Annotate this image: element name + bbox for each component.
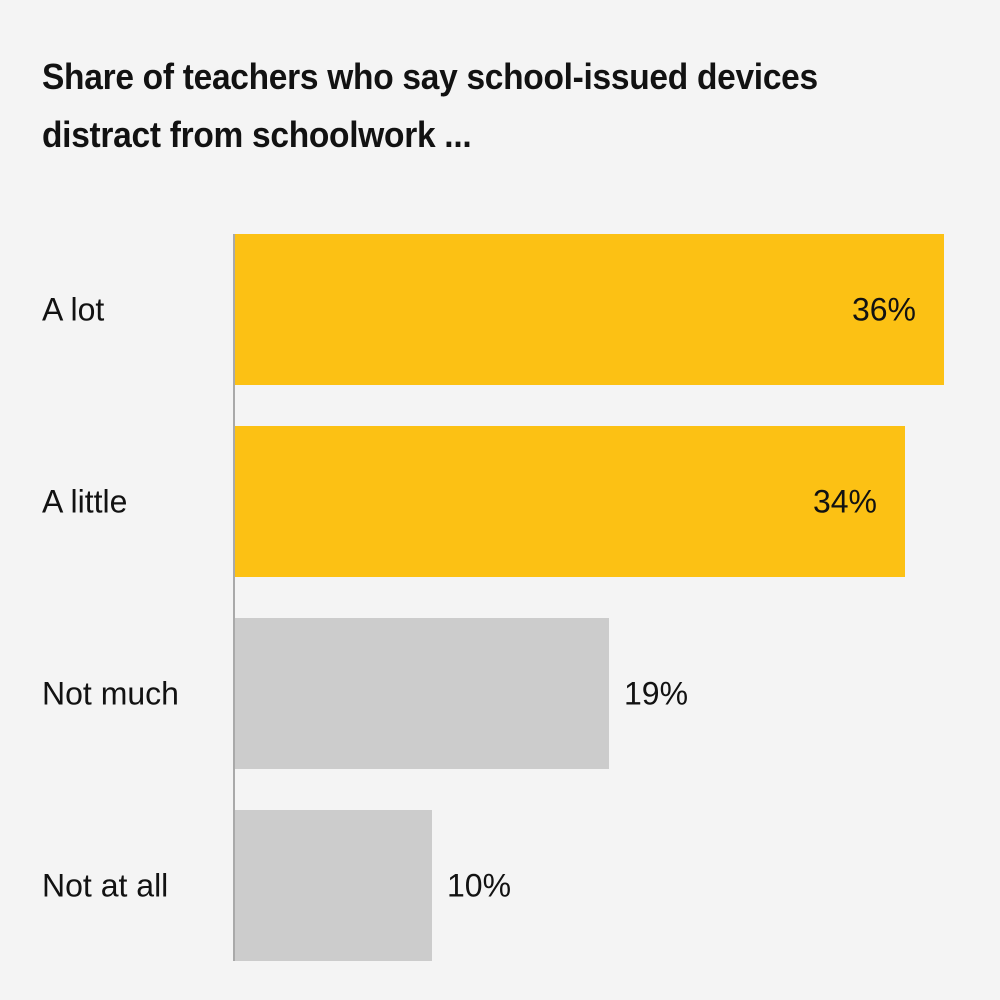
category-label: Not at all (42, 867, 169, 903)
bar (235, 618, 609, 769)
bar: 34% (235, 426, 905, 577)
bar-row: Not at all 10% (0, 810, 1000, 961)
bar (235, 810, 432, 961)
value-label: 36% (851, 291, 916, 327)
bar: 36% (235, 234, 944, 385)
value-label: 19% (624, 675, 689, 711)
chart-title-line2: distract from schoolwork ... (42, 114, 472, 155)
bar-chart: A lot 36% A little 34% Not much 19% Not at all… (0, 234, 1000, 961)
y-axis-line (233, 234, 235, 961)
value-label: 10% (447, 867, 512, 903)
category-label: Not much (42, 675, 179, 711)
chart-title: Share of teachers who say school-issued … (42, 48, 818, 164)
bar-row: A little 34% (0, 426, 1000, 577)
bar-row: A lot 36% (0, 234, 1000, 385)
chart-title-line1: Share of teachers who say school-issued … (42, 56, 818, 97)
bar-row: Not much 19% (0, 618, 1000, 769)
value-label: 34% (812, 483, 877, 519)
category-label: A lot (42, 291, 105, 327)
category-label: A little (42, 483, 128, 519)
